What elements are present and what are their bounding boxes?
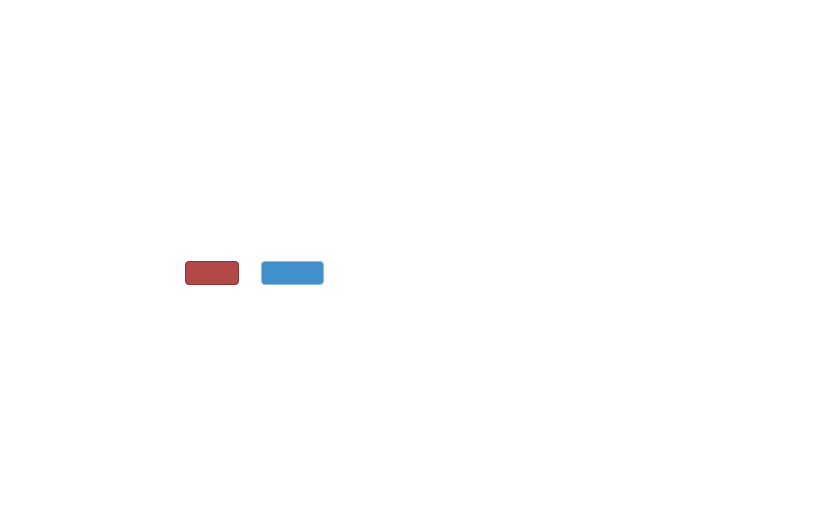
target-badge[interactable] — [261, 261, 324, 285]
price-level-badge[interactable] — [185, 261, 239, 285]
